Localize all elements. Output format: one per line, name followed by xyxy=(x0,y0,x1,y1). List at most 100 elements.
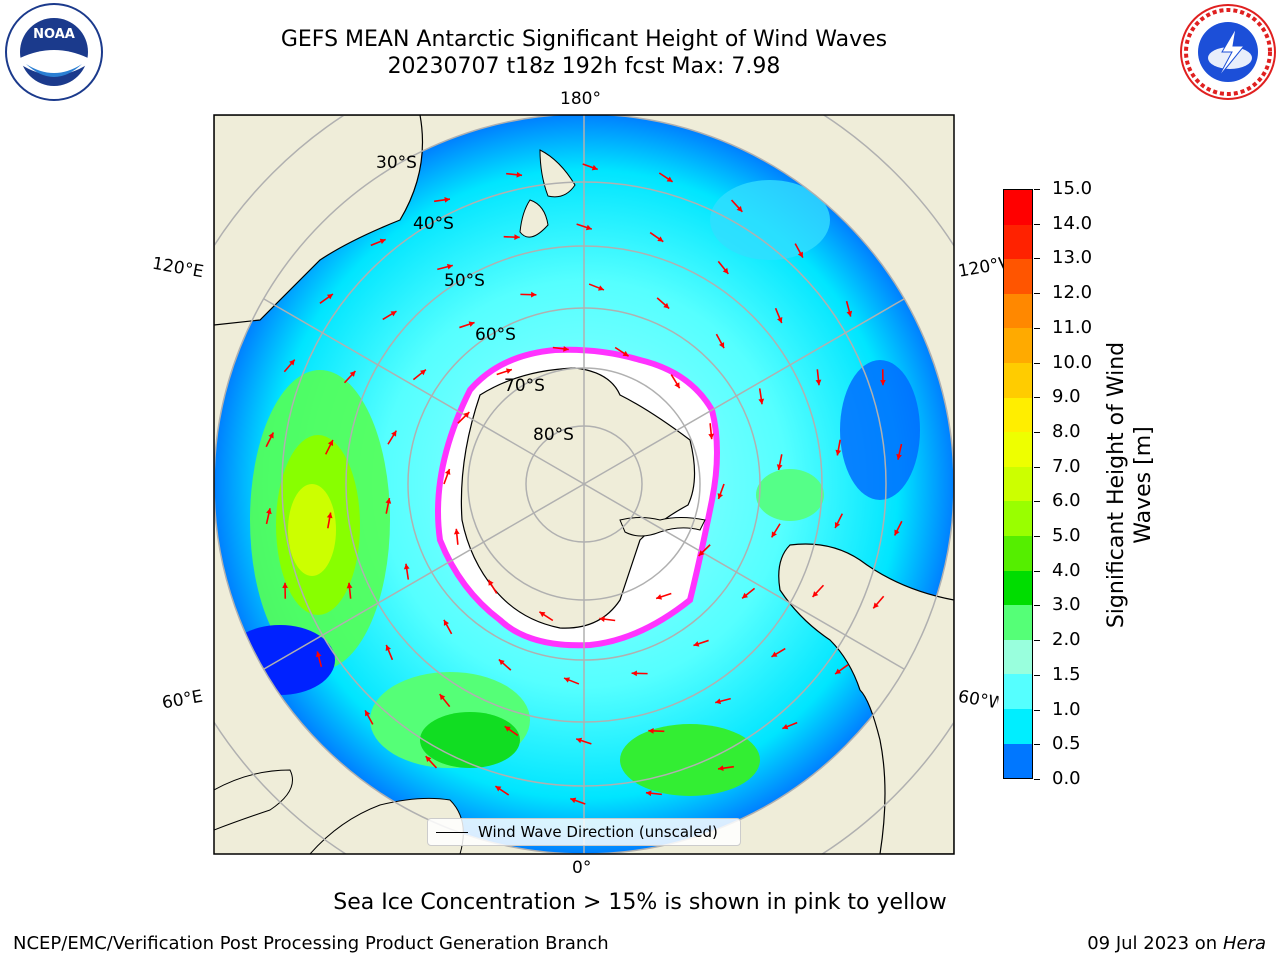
wave-direction-arrowhead xyxy=(403,563,410,570)
colorbar-band xyxy=(1004,466,1032,502)
wave-direction-arrowhead xyxy=(718,765,724,772)
colorbar-tick-label: 1.5 xyxy=(1052,663,1081,685)
graticule xyxy=(214,115,954,854)
wave-direction-arrowhead xyxy=(631,670,637,677)
colorbar-band xyxy=(1004,397,1032,433)
wave-direction-arrowhead xyxy=(391,430,397,437)
wave-direction-arrowhead xyxy=(385,498,392,504)
australia-landmass xyxy=(214,115,424,326)
wave-direction-arrowhead xyxy=(846,310,853,317)
africa-landmass xyxy=(214,769,293,831)
wave-direction-arrowhead xyxy=(539,611,546,618)
wave-direction-arrowhead xyxy=(346,582,353,589)
legend-label: Wind Wave Direction (unscaled) xyxy=(478,823,718,841)
colorbar-band xyxy=(1004,674,1032,709)
wave-direction-arrowhead xyxy=(444,468,451,475)
wave-direction-arrowhead xyxy=(289,359,295,366)
wave-direction-arrowhead xyxy=(663,302,670,309)
colorbar-band xyxy=(1004,328,1032,363)
wave-direction-arrowhead xyxy=(736,206,743,212)
colorbar-tick-label: 0.5 xyxy=(1052,733,1081,755)
colorbar-tick-label: 12.0 xyxy=(1052,282,1093,304)
colorbar-tick xyxy=(1034,431,1040,433)
colorbar-tick-label: 13.0 xyxy=(1052,247,1093,269)
wave-direction-arrowhead xyxy=(835,668,842,674)
colorbar-band xyxy=(1004,570,1032,606)
colorbar-tick xyxy=(1034,744,1040,746)
colorbar-title: Significant Height of Wind Waves [m] xyxy=(1104,341,1156,629)
colorbar-tick xyxy=(1034,501,1040,503)
footer-credit: NCEP/EMC/Verification Post Processing Pr… xyxy=(13,933,609,954)
colorbar-tick-label: 3.0 xyxy=(1052,594,1081,616)
wave-direction-arrowhead xyxy=(564,677,570,683)
colorbar-band xyxy=(1004,605,1032,640)
wave-direction-arrowhead xyxy=(777,317,783,324)
wave-direction-arrowhead xyxy=(666,176,673,182)
wave-direction-arrowhead xyxy=(268,432,274,439)
colorbar-tick xyxy=(1034,709,1040,711)
svg-text:NOAA: NOAA xyxy=(33,27,75,42)
lat-label-70s: 70°S xyxy=(504,376,545,396)
wave-direction-arrowhead xyxy=(463,412,470,418)
colorbar-tick xyxy=(1034,779,1040,780)
wave-direction-arrowhead xyxy=(488,579,494,586)
wave-direction-arrowhead xyxy=(648,728,654,734)
chart-title: GEFS MEAN Antarctic Significant Height o… xyxy=(280,27,888,52)
colorbar-band xyxy=(1004,743,1032,779)
wave-direction-arrowhead xyxy=(563,346,569,352)
wave-direction-arrowhead xyxy=(758,398,765,405)
wave-direction-arrowhead xyxy=(835,449,842,456)
wave-direction-arrowhead xyxy=(834,521,841,528)
wave-direction-arrowhead xyxy=(390,311,397,317)
lat-label-60s: 60°S xyxy=(475,325,516,345)
wave-direction-arrowhead xyxy=(516,171,523,178)
colorbar-tick xyxy=(1034,466,1040,468)
footer-host: Hera xyxy=(1222,933,1266,954)
wave-direction-arrowhead xyxy=(894,529,900,536)
wave-direction-arrowhead xyxy=(771,531,777,538)
wave-direction-arrowhead xyxy=(498,659,505,666)
wave-direction-arrowhead xyxy=(315,651,322,658)
footer-date-text: 09 Jul 2023 on xyxy=(1087,933,1223,954)
wave-direction-arrowhead xyxy=(656,594,663,600)
wave-direction-arrowhead xyxy=(385,644,391,651)
wave-direction-arrowhead xyxy=(715,698,722,705)
colorbar-band xyxy=(1004,293,1032,329)
colorbar-tick-label: 10.0 xyxy=(1052,351,1093,373)
wave-direction-arrowhead xyxy=(674,382,680,389)
legend-line-sample xyxy=(436,831,468,833)
wave-direction-arrowhead xyxy=(468,321,475,327)
lat-label-30s: 30°S xyxy=(376,153,417,173)
lat-label-40s: 40°S xyxy=(413,214,454,234)
colorbar-tick-label: 5.0 xyxy=(1052,525,1081,547)
lon-label-bottom: 0° xyxy=(572,858,592,878)
colorbar-band xyxy=(1004,535,1032,571)
caption: Sea Ice Concentration > 15% is shown in … xyxy=(333,890,947,915)
colorbar xyxy=(1003,189,1033,779)
wave-direction-arrowhead xyxy=(717,493,724,500)
noaa-logo: NOAA xyxy=(5,3,103,101)
colorbar-tick-label: 7.0 xyxy=(1052,455,1081,477)
wave-direction-arrowhead xyxy=(444,196,450,203)
colorbar-tick xyxy=(1034,293,1040,295)
lon-label-top: 180° xyxy=(560,89,601,109)
wave-direction-arrowhead xyxy=(504,726,511,732)
colorbar-tick-label: 14.0 xyxy=(1052,212,1093,234)
wave-direction-arrowhead xyxy=(812,591,819,597)
colorbar-tick xyxy=(1034,258,1040,260)
wave-direction-arrowhead xyxy=(420,369,426,376)
wave-direction-arrowhead xyxy=(880,379,886,386)
wave-direction-arrowhead xyxy=(425,756,432,762)
wave-direction-arrowhead xyxy=(443,619,449,626)
colorbar-tick-label: 11.0 xyxy=(1052,316,1093,338)
wave-direction-arrowhead xyxy=(657,236,664,242)
wave-direction-arrowhead xyxy=(873,602,879,609)
wave-direction-arrowhead xyxy=(645,790,652,797)
colorbar-band xyxy=(1004,362,1032,398)
wave-direction-arrowhead xyxy=(722,267,729,274)
wave-direction-arrowhead xyxy=(742,592,748,599)
colorbar-band xyxy=(1004,639,1032,675)
wave-direction-arrowhead xyxy=(622,350,629,357)
colorbar-tick xyxy=(1034,397,1040,399)
wave-direction-arrowhead xyxy=(531,291,537,298)
